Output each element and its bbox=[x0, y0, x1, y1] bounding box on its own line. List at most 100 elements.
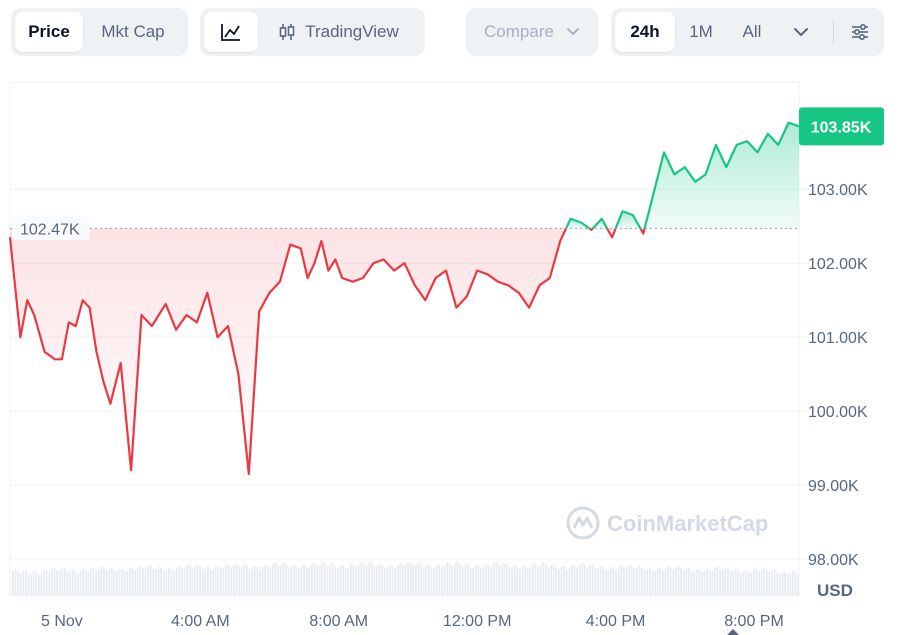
volume-bar bbox=[344, 568, 347, 596]
volume-bar bbox=[134, 570, 136, 596]
volume-bar bbox=[324, 563, 326, 596]
volume-bar bbox=[48, 572, 51, 596]
volume-bar bbox=[178, 565, 181, 596]
volume-bar bbox=[285, 564, 287, 596]
volume-bar bbox=[56, 570, 58, 596]
line-segment-down bbox=[639, 227, 646, 235]
volume-bar bbox=[144, 568, 147, 596]
volume-bar bbox=[240, 567, 243, 596]
caret-up-icon bbox=[727, 629, 739, 635]
volume-bar bbox=[188, 564, 191, 596]
volume-bar bbox=[168, 567, 170, 596]
volume-bar bbox=[329, 564, 331, 596]
volume-bar bbox=[633, 568, 636, 596]
volume-bar bbox=[524, 565, 526, 596]
volume-bar bbox=[753, 569, 755, 596]
area-above-reference bbox=[566, 218, 590, 229]
volume-bar bbox=[508, 567, 511, 596]
volume-bar bbox=[82, 569, 84, 596]
volume-bar bbox=[22, 570, 25, 596]
volume-bar bbox=[513, 564, 516, 596]
volume-bar bbox=[365, 565, 368, 596]
volume-bar bbox=[266, 566, 269, 596]
tradingview-label: TradingView bbox=[305, 22, 399, 41]
volume-bar bbox=[571, 565, 573, 596]
volume-bar bbox=[308, 567, 311, 596]
volume-bar bbox=[480, 568, 482, 596]
volume-bar bbox=[763, 567, 766, 596]
volume-bar bbox=[422, 567, 425, 596]
chart-settings-button[interactable] bbox=[842, 12, 878, 52]
current-price-badge bbox=[799, 107, 884, 146]
volume-bar bbox=[318, 564, 321, 596]
volume-bar bbox=[573, 566, 576, 596]
y-axis: 98.00K 99.00K 100.00K 101.00K 102.00K 103.00K bbox=[808, 182, 868, 569]
volume-bar bbox=[38, 574, 40, 596]
line-chart-button[interactable] bbox=[204, 12, 258, 52]
volume-bar bbox=[599, 565, 602, 596]
volume-bar bbox=[747, 572, 750, 596]
volume-bar bbox=[272, 564, 274, 596]
volume-bar bbox=[360, 561, 363, 596]
volume-bar bbox=[516, 566, 519, 596]
volume-bar bbox=[698, 569, 701, 596]
volume-bar bbox=[672, 569, 675, 596]
y-tick-label: 99.00K bbox=[808, 478, 859, 495]
volume-bar bbox=[472, 567, 474, 596]
volume-bar bbox=[768, 572, 771, 596]
tab-mkt-cap[interactable]: Mkt Cap bbox=[101, 22, 165, 41]
compare-dropdown[interactable]: Compare bbox=[466, 8, 598, 56]
volume-bar bbox=[17, 571, 19, 596]
volume-bar bbox=[212, 570, 214, 596]
price-line bbox=[8, 121, 800, 476]
watermark: CoinMarketCap bbox=[566, 506, 768, 540]
volume-bar bbox=[131, 568, 134, 596]
volume-bar bbox=[425, 565, 428, 596]
volume-bar bbox=[737, 571, 740, 596]
range-more-button[interactable] bbox=[777, 12, 825, 52]
volume-bar bbox=[207, 566, 209, 596]
volume-bar bbox=[750, 572, 753, 596]
volume-bar bbox=[300, 566, 303, 596]
y-tick-label: 103.00K bbox=[808, 182, 868, 199]
volume-bar bbox=[638, 565, 641, 596]
volume-bar bbox=[53, 567, 56, 596]
volume-bar bbox=[243, 565, 246, 596]
volume-bar bbox=[381, 565, 383, 596]
volume-bar bbox=[399, 562, 402, 596]
volume-bar bbox=[316, 565, 318, 596]
volume-bar bbox=[160, 568, 162, 596]
tradingview-button[interactable]: TradingView bbox=[258, 12, 418, 52]
volume-bar bbox=[97, 569, 100, 596]
tab-1m[interactable]: 1M bbox=[689, 22, 713, 41]
volume-bar bbox=[456, 561, 459, 596]
volume-bar bbox=[74, 571, 77, 596]
volume-bar bbox=[498, 565, 500, 596]
volume-bar bbox=[711, 570, 714, 596]
volume-bar bbox=[719, 569, 721, 596]
volume-bar bbox=[482, 566, 485, 596]
volume-bar bbox=[376, 566, 378, 596]
price-chart: 102.47K 103.85K CoinMarketCap 98.00K 99.00… bbox=[8, 81, 884, 635]
volume-bar bbox=[95, 570, 97, 596]
volume-bar bbox=[165, 569, 168, 596]
volume-bar bbox=[586, 567, 589, 596]
volume-bar bbox=[199, 566, 201, 596]
chart-view-toggle: TradingView bbox=[200, 8, 425, 56]
volume-bar bbox=[116, 571, 118, 596]
volume-bar bbox=[110, 567, 113, 596]
volume-bar bbox=[714, 567, 716, 596]
volume-bar bbox=[565, 569, 568, 596]
volume-bar bbox=[487, 565, 490, 596]
volume-bar bbox=[597, 568, 599, 596]
volume-bar bbox=[186, 564, 188, 596]
tab-price[interactable]: Price bbox=[15, 12, 83, 52]
volume-bar bbox=[61, 567, 64, 596]
compare-button[interactable]: Compare bbox=[470, 12, 594, 52]
watermark-text: CoinMarketCap bbox=[607, 511, 768, 536]
volume-bar bbox=[415, 564, 417, 596]
volume-bar bbox=[474, 565, 477, 596]
tab-all[interactable]: All bbox=[742, 22, 762, 41]
volume-bar bbox=[342, 565, 344, 596]
tab-24h[interactable]: 24h bbox=[615, 12, 675, 52]
